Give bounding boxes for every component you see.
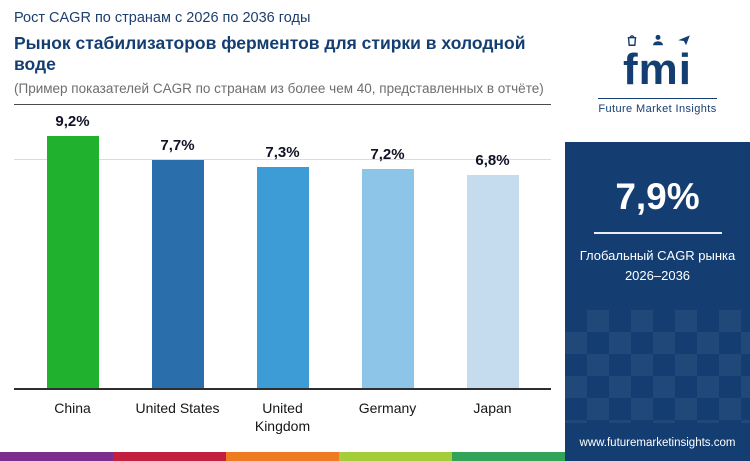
bar-column: 7,7% [125, 137, 230, 388]
bar [361, 168, 414, 388]
fmi-logo: fmi Future Market Insights [565, 0, 750, 142]
sidebar-dark-panel: 7,9% Глобальный CAGR рынка 2026–2036 www… [565, 142, 750, 461]
category-label: China [54, 400, 91, 416]
category-label: Japan [473, 400, 512, 416]
logo-text: fmi [623, 45, 692, 95]
category-row: China United States United Kingdom Germany J… [14, 390, 551, 435]
bar-value-label: 7,2% [370, 145, 405, 163]
stripe-segment [0, 452, 113, 461]
category-label: Germany [358, 400, 417, 416]
chart-panel: Рост CAGR по странам с 2026 по 2036 годы… [14, 10, 551, 435]
bar [256, 166, 309, 388]
gridline [14, 159, 551, 160]
header-divider [14, 104, 551, 105]
global-cagr-label: Глобальный CAGR рынка 2026–2036 [580, 246, 736, 285]
bar [151, 160, 204, 388]
bar-column: 6,8% [440, 152, 545, 388]
plane-icon [677, 33, 691, 47]
bar [466, 175, 519, 388]
bag-icon [625, 33, 639, 47]
bar-value-label: 9,2% [55, 113, 90, 130]
logo-icons [625, 31, 691, 47]
bar-column: 7,3% [230, 144, 335, 388]
kicker-text: Рост CAGR по странам с 2026 по 2036 годы [14, 10, 311, 26]
website-link[interactable]: www.futuremarketinsights.com [579, 437, 736, 449]
page-title: Рынок стабилизаторов ферментов для стирк… [14, 33, 526, 74]
bar [46, 136, 99, 388]
page-subtitle: (Пример показателей CAGR по странам из б… [14, 81, 544, 96]
stripe-segment [339, 452, 452, 461]
global-cagr-label-line1: Глобальный CAGR рынка [579, 248, 736, 263]
category-label: United States [135, 400, 220, 416]
analyst-icon [651, 33, 665, 47]
bar-value-label: 7,7% [160, 137, 195, 155]
mosaic-pattern [565, 310, 750, 423]
bar-value-label: 7,3% [265, 143, 300, 161]
category-label: United Kingdom [254, 400, 311, 434]
stripe-segment [113, 452, 226, 461]
sidebar-divider [593, 232, 722, 234]
plot-area: 9,2% 7,7% 7,3% 7,2% 6,8% [14, 107, 551, 390]
bar-value-label: 6,8% [475, 152, 510, 169]
stripe-segment [226, 452, 339, 461]
bar-column: 7,2% [335, 145, 440, 388]
global-cagr-value: 7,9% [615, 176, 700, 217]
footer-stripe [0, 452, 565, 461]
stripe-segment [452, 452, 565, 461]
sidebar: fmi Future Market Insights 7,9% Глобальн… [565, 0, 750, 461]
logo-subtext: Future Market Insights [598, 97, 717, 115]
global-cagr-label-line2: 2026–2036 [624, 267, 691, 283]
bar-column: 9,2% [20, 113, 125, 388]
